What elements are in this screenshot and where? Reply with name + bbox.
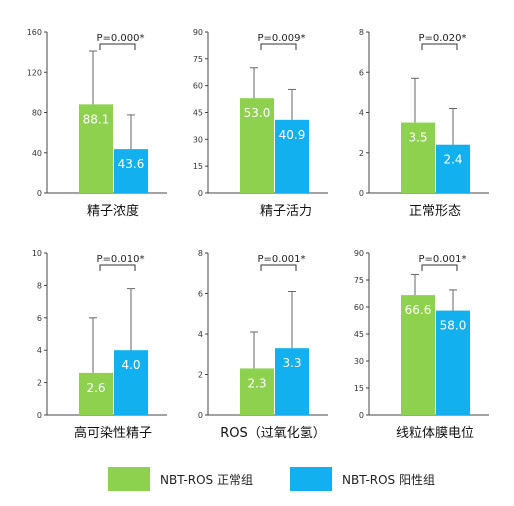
bar-value-label: 2.6 (86, 381, 105, 395)
chart-category-title: 精子活力 (260, 204, 312, 219)
y-tick-label: 8 (359, 28, 364, 37)
y-tick-label: 80 (32, 109, 42, 118)
p-value-annotation: P=0.009* (257, 33, 305, 44)
significance-bracket (421, 43, 458, 50)
chart-panel-6: 0 15 30 45 60 75 90 66.6 58.0 P=0.001* 线粒体膜电位 (354, 249, 489, 441)
bar (114, 149, 148, 193)
significance-bracket (260, 264, 297, 271)
y-tick-label: 2 (359, 149, 364, 158)
significance-bracket (421, 264, 458, 271)
chart-panel-4: 0 2 4 6 8 10 2.6 4.0 P=0.010* 高可染性精子 (32, 249, 167, 441)
y-tick-label: 4 (198, 330, 203, 339)
bar (79, 104, 113, 193)
y-tick-label: 60 (193, 82, 203, 91)
bar-value-label: 43.6 (118, 157, 145, 171)
significance-bracket (260, 43, 297, 50)
chart-category-title: 线粒体膜电位 (396, 426, 474, 441)
chart-panel-5: 0 2 4 6 8 2.3 3.3 P=0.001* ROS（过氧化氢） (198, 249, 328, 441)
bar-value-label: 66.6 (405, 303, 432, 317)
y-tick-label: 0 (198, 189, 203, 198)
y-tick-label: 2 (37, 379, 42, 388)
bar (240, 368, 274, 415)
y-tick-label: 4 (37, 346, 42, 355)
chart-legend: NBT-ROS 正常组 NBT-ROS 阳性组 (0, 466, 514, 492)
y-tick-label: 45 (354, 330, 364, 339)
bar (401, 295, 435, 415)
y-tick-label: 0 (37, 189, 42, 198)
y-tick-label: 30 (354, 357, 364, 366)
y-tick-label: 90 (193, 28, 203, 37)
y-tick-label: 45 (193, 109, 203, 118)
y-tick-label: 30 (193, 135, 203, 144)
bar-value-label: 2.4 (443, 153, 462, 167)
chart-panel-1: 0 40 80 120 160 88.1 43.6 P=0.000* 精子浓度 (27, 28, 167, 219)
y-tick-label: 10 (32, 249, 42, 258)
y-tick-label: 8 (37, 281, 42, 290)
y-tick-label: 120 (27, 68, 42, 77)
bar-value-label: 53.0 (244, 106, 271, 120)
bar (240, 98, 274, 193)
y-tick-label: 160 (27, 28, 42, 37)
p-value-annotation: P=0.000* (96, 33, 144, 44)
p-value-annotation: P=0.001* (257, 254, 305, 265)
legend-swatch-normal (108, 467, 150, 491)
y-tick-label: 6 (37, 314, 42, 323)
y-tick-label: 75 (354, 276, 364, 285)
chart-category-title: 正常形态 (409, 204, 461, 219)
bar (401, 122, 435, 193)
significance-bracket (99, 43, 136, 50)
bar (275, 348, 309, 415)
y-tick-label: 0 (359, 411, 364, 420)
bar (436, 144, 470, 193)
bar (79, 372, 113, 415)
bar-value-label: 3.3 (282, 356, 301, 370)
bar-value-label: 3.5 (408, 131, 427, 145)
bar (436, 310, 470, 415)
bar (114, 350, 148, 415)
y-tick-label: 2 (198, 371, 203, 380)
y-tick-label: 0 (198, 411, 203, 420)
y-tick-label: 6 (198, 290, 203, 299)
bar-value-label: 88.1 (83, 112, 110, 126)
bar-value-label: 40.9 (279, 128, 306, 142)
y-tick-label: 0 (37, 411, 42, 420)
bar (275, 119, 309, 193)
y-tick-label: 90 (354, 249, 364, 258)
legend-swatch-positive (290, 467, 332, 491)
legend-item-normal: NBT-ROS 正常组 (108, 466, 253, 492)
p-value-annotation: P=0.020* (418, 33, 466, 44)
significance-bracket (99, 264, 136, 271)
chart-category-title: 高可染性精子 (74, 425, 152, 441)
legend-label-normal: NBT-ROS 正常组 (160, 472, 253, 487)
y-tick-label: 8 (198, 249, 203, 258)
bar-value-label: 4.0 (121, 358, 140, 372)
y-tick-label: 15 (193, 162, 203, 171)
bar-value-label: 2.3 (247, 376, 266, 390)
chart-category-title: 精子浓度 (87, 203, 139, 219)
chart-category-title: ROS（过氧化氢） (220, 426, 326, 441)
legend-item-positive: NBT-ROS 阳性组 (290, 466, 435, 492)
chart-panel-2: 0 15 30 45 60 75 90 53.0 40.9 P=0.009* 精子活力 (193, 28, 328, 219)
p-value-annotation: P=0.001* (418, 254, 466, 265)
y-tick-label: 6 (359, 68, 364, 77)
chart-panel-3: 0 2 4 6 8 3.5 2.4 P=0.020* 正常形态 (359, 28, 489, 219)
p-value-annotation: P=0.010* (96, 254, 144, 265)
y-tick-label: 15 (354, 384, 364, 393)
y-tick-label: 75 (193, 55, 203, 64)
bar-value-label: 58.0 (440, 319, 467, 333)
y-tick-label: 40 (32, 149, 42, 158)
y-tick-label: 60 (354, 303, 364, 312)
y-tick-label: 4 (359, 109, 364, 118)
y-tick-label: 0 (359, 189, 364, 198)
legend-label-positive: NBT-ROS 阳性组 (342, 472, 435, 487)
